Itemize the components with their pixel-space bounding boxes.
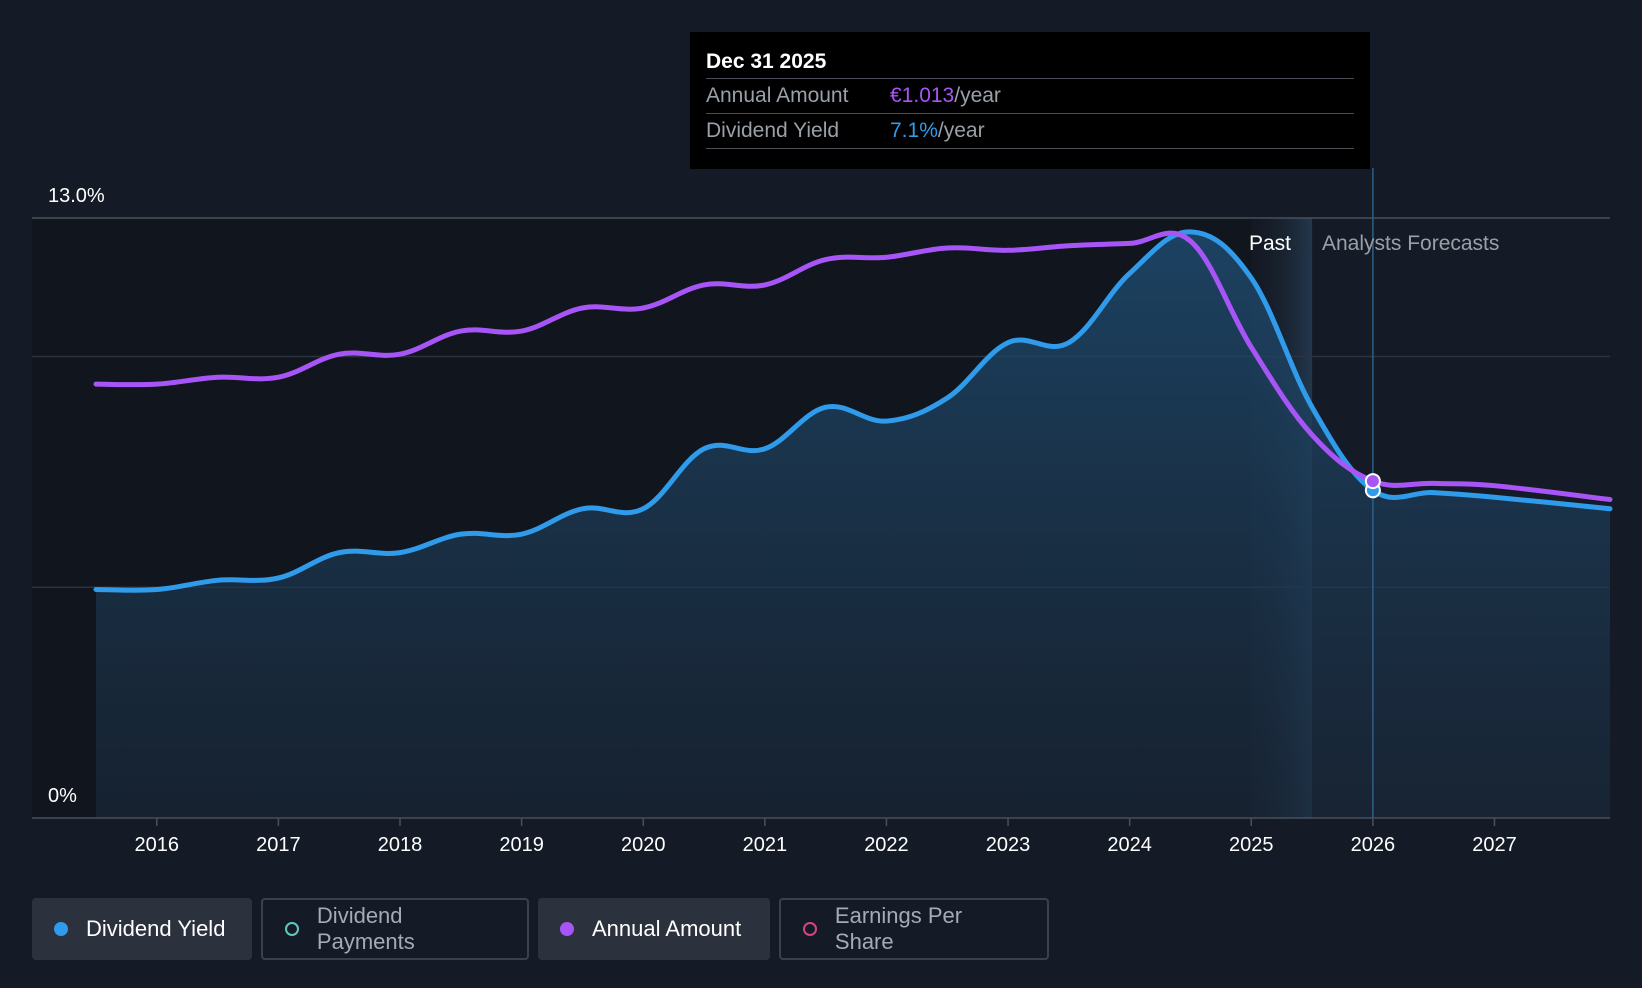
x-tick-label: 2021 — [743, 834, 788, 856]
past-label: Past — [1249, 232, 1291, 255]
x-tick-label: 2018 — [378, 834, 423, 856]
x-tick-label: 2023 — [986, 834, 1031, 856]
tooltip-date: Dec 31 2025 — [706, 46, 1354, 79]
dividend-payments-ring-icon — [285, 922, 299, 936]
tooltip-value-group: €1.013/year — [890, 79, 1001, 113]
x-tick-label: 2019 — [499, 834, 544, 856]
dividend-yield-area — [96, 231, 1610, 818]
legend-earnings-per-share-button[interactable]: Earnings Per Share — [779, 898, 1049, 960]
tooltip-value: €1.013 — [890, 84, 955, 107]
legend: Dividend Yield Dividend Payments Annual … — [32, 898, 1058, 960]
tooltip-unit: /year — [954, 84, 1001, 107]
tooltip-value-group: 7.1%/year — [890, 114, 985, 148]
cursor-marker-annual-amount — [1364, 473, 1381, 490]
x-tick-label: 2016 — [135, 834, 180, 856]
tooltip-unit: /year — [937, 119, 985, 142]
tooltip: Dec 31 2025 Annual Amount €1.013/year Di… — [690, 32, 1370, 169]
x-tick-label: 2022 — [864, 834, 909, 856]
tooltip-value: 7.1% — [890, 119, 938, 142]
legend-label: Dividend Payments — [316, 903, 415, 954]
legend-dividend-yield-button[interactable]: Dividend Yield — [32, 898, 252, 960]
forecast-label: Analysts Forecasts — [1322, 232, 1499, 255]
annual-amount-dot-icon — [560, 922, 574, 936]
x-tick-label: 2024 — [1107, 834, 1152, 856]
legend-annual-amount-button[interactable]: Annual Amount — [538, 898, 770, 960]
legend-label: Earnings Per Share — [834, 903, 963, 954]
cursor-markers — [1364, 473, 1381, 499]
tooltip-row-dividend-yield: Dividend Yield 7.1%/year — [706, 114, 1354, 149]
tooltip-key: Annual Amount — [706, 84, 849, 107]
legend-dividend-payments-button[interactable]: Dividend Payments — [261, 898, 529, 960]
tooltip-row-annual-amount: Annual Amount €1.013/year — [706, 79, 1354, 114]
tooltip-key: Dividend Yield — [706, 119, 840, 142]
y-tick-label-bottom: 0% — [48, 785, 77, 807]
x-tick-label: 2027 — [1472, 834, 1517, 856]
legend-label: Dividend Yield — [86, 916, 226, 941]
earnings-per-share-ring-icon — [803, 922, 817, 936]
series-lines — [93, 229, 1613, 593]
series-line-annual-amount — [93, 230, 1613, 503]
x-tick-label: 2017 — [256, 834, 301, 856]
x-tick-label: 2025 — [1229, 834, 1274, 856]
series-line-dividend-yield — [93, 229, 1613, 593]
x-tick-label: 2020 — [621, 834, 666, 856]
y-tick-label-top: 13.0% — [48, 185, 105, 207]
x-tick-label: 2026 — [1351, 834, 1396, 856]
x-ticks: 2016 2017 2018 2019 2020 2021 2022 2023 2024 2025… — [135, 818, 1517, 856]
legend-label: Annual Amount — [592, 916, 742, 941]
dividend-yield-dot-icon — [54, 922, 68, 936]
